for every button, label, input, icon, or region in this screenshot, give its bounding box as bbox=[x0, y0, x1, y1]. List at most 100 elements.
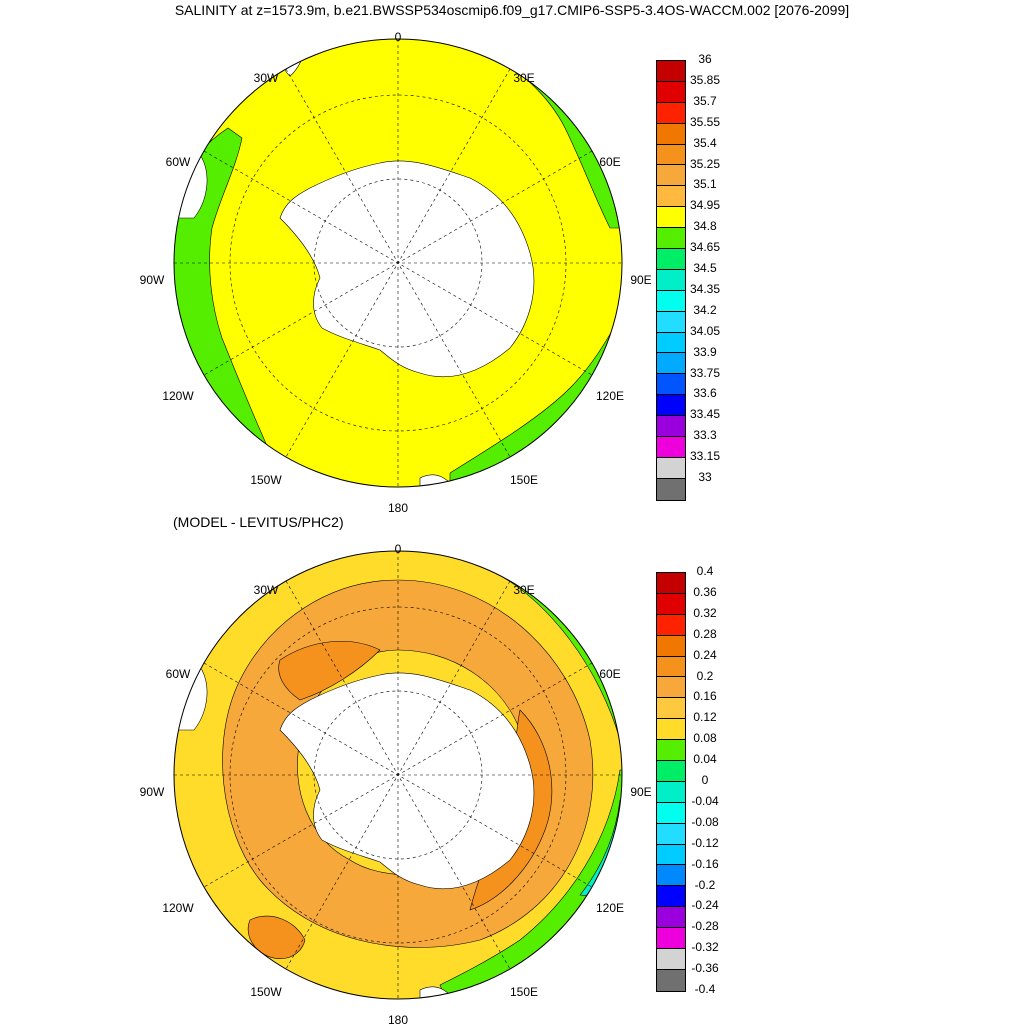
lon-label-bottom-6: 180 bbox=[387, 1013, 409, 1027]
lon-label-top-9: 90W bbox=[139, 273, 165, 287]
salinity-map bbox=[173, 38, 623, 488]
lon-label-top-0: 0 bbox=[394, 30, 402, 44]
colorbar-label-bottom-3: 0.28 bbox=[693, 626, 717, 641]
colorbar-swatch-top-18 bbox=[657, 437, 685, 458]
lon-label-top-3: 90E bbox=[630, 273, 652, 287]
colorbar-swatch-top-15 bbox=[657, 374, 685, 396]
colorbar-label-bottom-6: 0.16 bbox=[693, 689, 717, 704]
colorbar-label-bottom-4: 0.24 bbox=[693, 647, 717, 662]
colorbar-swatch-bottom-10 bbox=[657, 781, 685, 803]
colorbar-swatch-top-7 bbox=[657, 207, 685, 229]
colorbar-swatch-top-11 bbox=[657, 290, 685, 312]
colorbar-swatch-top-0 bbox=[657, 61, 685, 82]
lon-label-bottom-3: 90E bbox=[630, 785, 652, 799]
colorbar-label-top-9: 34.65 bbox=[689, 240, 721, 255]
lon-label-top-2: 60E bbox=[599, 155, 621, 169]
colorbar-swatch-bottom-16 bbox=[657, 907, 685, 929]
colorbar-label-top-14: 33.9 bbox=[693, 344, 717, 359]
colorbar-label-top-18: 33.3 bbox=[693, 428, 717, 443]
colorbar-label-bottom-20: -0.4 bbox=[694, 982, 716, 996]
colorbar-label-top-11: 34.35 bbox=[689, 281, 721, 296]
south-america-land bbox=[174, 645, 208, 731]
colorbar-label-bottom-12: -0.08 bbox=[691, 814, 719, 829]
lon-label-bottom-8: 120W bbox=[162, 901, 194, 915]
colorbar-label-top-12: 34.2 bbox=[693, 302, 717, 317]
colorbar-label-bottom-17: -0.28 bbox=[691, 919, 719, 934]
colorbar-swatch-top-10 bbox=[657, 269, 685, 291]
lon-label-top-7: 150W bbox=[250, 473, 282, 487]
colorbar-label-top-20: 33 bbox=[698, 470, 712, 484]
lon-label-bottom-7: 150W bbox=[250, 985, 282, 999]
colorbar-label-top-5: 35.25 bbox=[689, 156, 721, 171]
colorbar-swatch-top-2 bbox=[657, 102, 685, 124]
colorbar-label-top-15: 33.75 bbox=[689, 365, 721, 380]
colorbar-label-top-13: 34.05 bbox=[689, 323, 721, 338]
plot-title: SALINITY at z=1573.9m, b.e21.BWSSP534osc… bbox=[174, 2, 850, 18]
colorbar-swatch-top-4 bbox=[657, 144, 685, 166]
colorbar-label-top-17: 33.45 bbox=[689, 407, 721, 422]
colorbar-swatch-top-6 bbox=[657, 186, 685, 208]
colorbar-swatch-bottom-8 bbox=[657, 740, 685, 762]
colorbar-label-top-0: 36 bbox=[698, 52, 712, 66]
lon-label-bottom-9: 90W bbox=[139, 785, 165, 799]
colorbar-label-bottom-8: 0.08 bbox=[693, 731, 717, 746]
lon-label-top-6: 180 bbox=[387, 501, 409, 515]
colorbar-label-bottom-15: -0.2 bbox=[694, 877, 716, 892]
colorbar-swatch-bottom-4 bbox=[657, 656, 685, 678]
lon-label-bottom-1: 30E bbox=[513, 583, 535, 597]
antarctica-land bbox=[279, 672, 535, 890]
colorbar-swatch-bottom-18 bbox=[657, 949, 685, 970]
colorbar-label-bottom-14: -0.16 bbox=[691, 856, 719, 871]
colorbar-swatch-top-12 bbox=[657, 311, 685, 333]
colorbar-swatch-bottom-6 bbox=[657, 698, 685, 720]
colorbar-label-bottom-0: 0.4 bbox=[696, 564, 714, 578]
difference-subtitle: (MODEL - LEVITUS/PHC2) bbox=[173, 514, 344, 530]
colorbar-label-top-8: 34.8 bbox=[693, 219, 717, 234]
colorbar-swatch-bottom-5 bbox=[657, 677, 685, 699]
colorbar-salinity bbox=[656, 60, 686, 501]
lon-label-bottom-11: 30W bbox=[253, 583, 279, 597]
colorbar-label-top-7: 34.95 bbox=[689, 198, 721, 213]
colorbar-label-top-2: 35.7 bbox=[693, 93, 717, 108]
map-frame bbox=[173, 550, 623, 1000]
colorbar-label-bottom-16: -0.24 bbox=[691, 898, 719, 913]
lon-label-top-4: 120E bbox=[595, 389, 625, 403]
lon-label-top-10: 60W bbox=[165, 155, 191, 169]
colorbar-swatch-top-9 bbox=[657, 249, 685, 270]
colorbar-swatch-top-16 bbox=[657, 395, 685, 417]
colorbar-label-top-4: 35.4 bbox=[693, 135, 717, 150]
colorbar-label-bottom-9: 0.04 bbox=[693, 752, 717, 767]
colorbar-swatch-bottom-1 bbox=[657, 593, 685, 615]
lon-label-bottom-10: 60W bbox=[165, 667, 191, 681]
colorbar-label-top-19: 33.15 bbox=[689, 449, 721, 464]
colorbar-swatch-bottom-12 bbox=[657, 823, 685, 845]
south-america-land bbox=[174, 133, 208, 219]
colorbar-swatch-bottom-0 bbox=[657, 573, 685, 594]
colorbar-swatch-top-20 bbox=[657, 478, 685, 500]
colorbar-swatch-bottom-11 bbox=[657, 802, 685, 824]
colorbar-difference bbox=[656, 572, 686, 992]
colorbar-label-top-6: 35.1 bbox=[693, 177, 717, 192]
colorbar-label-top-16: 33.6 bbox=[693, 386, 717, 401]
dark-orange-patch-north bbox=[278, 641, 381, 701]
lon-label-bottom-5: 150E bbox=[509, 985, 539, 999]
colorbar-label-bottom-19: -0.36 bbox=[691, 961, 719, 976]
colorbar-swatch-bottom-14 bbox=[657, 865, 685, 887]
colorbar-swatch-bottom-17 bbox=[657, 928, 685, 950]
lon-label-bottom-4: 120E bbox=[595, 901, 625, 915]
antarctica-land bbox=[279, 160, 535, 378]
colorbar-swatch-top-17 bbox=[657, 416, 685, 438]
map-frame bbox=[173, 38, 623, 488]
lon-label-top-8: 120W bbox=[162, 389, 194, 403]
colorbar-label-bottom-7: 0.12 bbox=[693, 710, 717, 725]
lon-label-bottom-0: 0 bbox=[394, 542, 402, 556]
colorbar-label-bottom-10: 0 bbox=[701, 773, 709, 787]
colorbar-swatch-bottom-19 bbox=[657, 969, 685, 991]
colorbar-swatch-bottom-9 bbox=[657, 761, 685, 782]
colorbar-swatch-top-5 bbox=[657, 165, 685, 187]
colorbar-swatch-top-1 bbox=[657, 81, 685, 103]
colorbar-swatch-top-14 bbox=[657, 353, 685, 375]
lon-label-top-5: 150E bbox=[509, 473, 539, 487]
colorbar-label-bottom-2: 0.32 bbox=[693, 605, 717, 620]
colorbar-swatch-top-19 bbox=[657, 457, 685, 479]
